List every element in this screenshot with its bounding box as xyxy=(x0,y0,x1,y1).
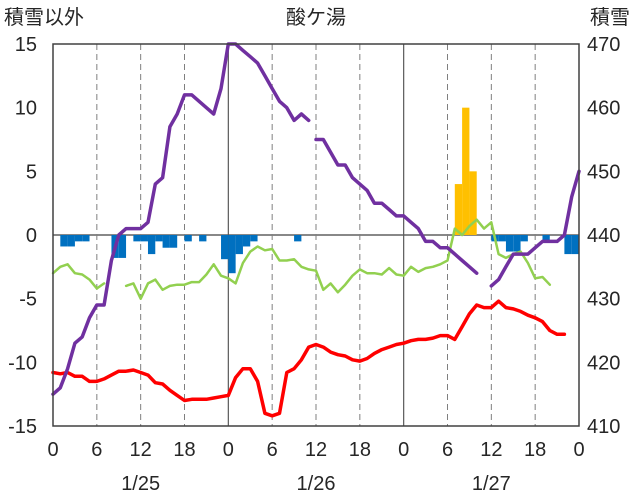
bar xyxy=(235,235,243,255)
right-tick-label: 470 xyxy=(587,34,620,56)
x-tick-label: 12 xyxy=(305,439,327,461)
bar xyxy=(169,235,178,248)
bar xyxy=(133,235,141,242)
right-tick-label: 450 xyxy=(587,161,620,183)
chart-title: 酸ケ湯 xyxy=(286,6,346,29)
left-tick-label: 10 xyxy=(15,98,37,120)
left-axis-ticks: -15 -10 -5 0 5 10 15 xyxy=(8,34,37,438)
date-label: 1/26 xyxy=(297,473,336,495)
bar xyxy=(250,235,258,242)
series-line xyxy=(51,299,567,418)
bar xyxy=(155,235,163,242)
x-tick-label: 12 xyxy=(130,439,152,461)
bar xyxy=(140,235,148,242)
left-tick-label: -5 xyxy=(19,289,37,311)
x-tick-label: 0 xyxy=(223,439,234,461)
bar xyxy=(294,235,302,242)
bar xyxy=(184,235,192,242)
right-tick-label: 460 xyxy=(587,98,620,120)
series-line xyxy=(124,218,552,300)
x-tick-label: 0 xyxy=(398,439,409,461)
x-tick-label: 0 xyxy=(573,439,584,461)
bar xyxy=(542,235,550,242)
bar xyxy=(67,235,75,247)
right-tick-label: 440 xyxy=(587,225,620,247)
left-tick-label: 5 xyxy=(26,161,37,183)
left-tick-label: -15 xyxy=(8,416,37,438)
bar xyxy=(462,107,470,235)
bar xyxy=(242,235,251,247)
right-axis-label: 積雪 xyxy=(590,6,630,29)
bar xyxy=(118,235,127,258)
left-tick-label: -10 xyxy=(8,352,37,374)
bar xyxy=(571,235,579,255)
line-series xyxy=(51,42,581,418)
x-tick-label: 18 xyxy=(173,439,195,461)
bar xyxy=(454,184,463,235)
bar xyxy=(82,235,90,242)
date-labels: 1/25 1/26 1/27 xyxy=(121,473,511,495)
x-tick-label: 6 xyxy=(91,439,102,461)
series-line xyxy=(51,42,311,396)
series-line xyxy=(489,169,581,288)
right-axis-ticks: 410 420 430 440 450 460 470 xyxy=(587,34,620,438)
x-tick-label: 6 xyxy=(267,439,278,461)
bar-series xyxy=(60,107,579,274)
x-tick-label: 0 xyxy=(47,439,58,461)
x-tick-label: 12 xyxy=(480,439,502,461)
date-label: 1/25 xyxy=(121,473,160,495)
bar xyxy=(199,235,207,242)
right-tick-label: 420 xyxy=(587,352,620,374)
bar xyxy=(520,235,528,242)
bar xyxy=(228,235,236,274)
series-line xyxy=(314,137,479,275)
plot-frame xyxy=(52,43,580,427)
bar xyxy=(74,235,83,242)
date-label: 1/27 xyxy=(472,473,511,495)
bar xyxy=(60,235,68,247)
bar xyxy=(221,235,229,260)
left-tick-label: 0 xyxy=(26,225,37,247)
bar xyxy=(469,171,477,235)
x-tick-label: 6 xyxy=(442,439,453,461)
right-tick-label: 410 xyxy=(587,416,620,438)
x-axis-ticks: 0 6 12 18 0 6 12 18 0 6 12 18 0 xyxy=(47,439,584,461)
x-tick-label: 18 xyxy=(349,439,371,461)
right-tick-label: 430 xyxy=(587,289,620,311)
bar xyxy=(162,235,170,248)
bar xyxy=(147,235,156,255)
bar xyxy=(505,235,514,252)
x-tick-label: 18 xyxy=(524,439,546,461)
left-tick-label: 15 xyxy=(15,34,37,56)
series-line xyxy=(51,263,106,290)
bar xyxy=(498,235,506,242)
left-axis-label: 積雪以外 xyxy=(4,6,84,29)
bar xyxy=(564,235,572,255)
bar xyxy=(513,235,521,252)
